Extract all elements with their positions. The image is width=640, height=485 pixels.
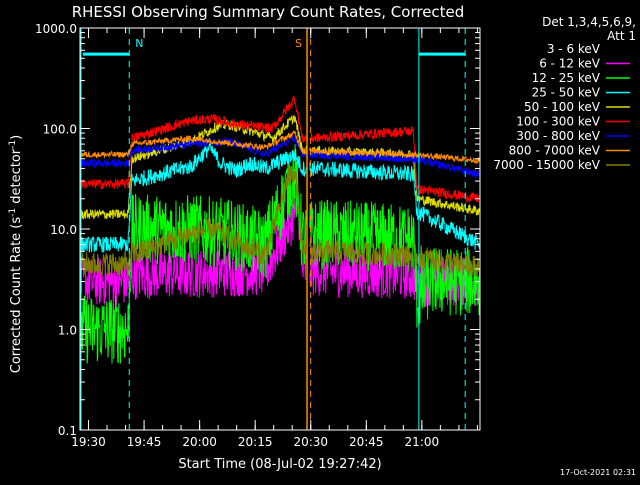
y-tick-label-0: 1000.0: [35, 22, 77, 36]
series-line-0: [80, 179, 480, 357]
y-axis-label-exponent: -1: [8, 208, 18, 217]
y-axis-label-close: ): [9, 135, 24, 140]
plot-inner: [80, 28, 480, 430]
x-axis-label: Start Time (08-Jul-02 19:27:42): [178, 457, 381, 472]
y-tick-label-2: 10.0: [50, 223, 77, 237]
legend-label-2: 12 - 25 keV: [532, 71, 601, 85]
legend-label-7: 800 - 7000 keV: [509, 144, 601, 158]
legend-label-3: 25 - 50 keV: [532, 86, 601, 100]
x-tick-label-3: 20:15: [238, 435, 273, 449]
legend-label-4: 50 - 100 keV: [524, 100, 601, 114]
legend-label-1: 6 - 12 keV: [539, 57, 601, 71]
legend-label-5: 100 - 300 keV: [516, 115, 600, 129]
chart-title: RHESSI Observing Summary Count Rates, Co…: [72, 3, 465, 21]
legend-attenuator: Att 1: [607, 29, 636, 43]
marker-label-night_start: N: [135, 37, 143, 50]
x-tick-label-0: 19:30: [71, 435, 106, 449]
legend-label-0: 3 - 6 keV: [547, 42, 601, 56]
marker-label-saa: S: [295, 37, 302, 50]
x-tick-label-4: 20:30: [293, 435, 328, 449]
x-tick-label-1: 19:45: [127, 435, 162, 449]
x-tick-label-2: 20:00: [182, 435, 217, 449]
y-axis-label: Corrected Count Rate (s-1 detector-1): [8, 135, 24, 373]
axes: 1000.0 100.0 10.0 1.0 0.119:30 19:45 20:00 20:1…: [35, 22, 481, 449]
series-line-3: [80, 140, 480, 253]
timestamp: 17-Oct-2021 02:31: [560, 468, 636, 477]
series-line-7: [80, 130, 480, 164]
series-line-8: [80, 165, 480, 278]
legend-label-8: 7000 - 15000 keV: [493, 158, 600, 172]
x-tick-label-5: 20:45: [349, 435, 384, 449]
y-axis-label-main: Corrected Count Rate (s: [9, 217, 24, 374]
y-axis-label-detector: detector: [9, 148, 24, 208]
x-tick-label-6: 21:00: [405, 435, 440, 449]
y-tick-label-3: 1.0: [58, 324, 77, 338]
legend-label-6: 300 - 800 keV: [516, 129, 600, 143]
y-axis-label-exponent-2: -1: [8, 140, 18, 149]
legend-detectors: Det 1,3,4,5,6,9,: [542, 15, 636, 29]
y-tick-label-1: 100.0: [43, 123, 77, 137]
y-tick-label-4: 0.1: [58, 424, 77, 438]
series-line-5: [80, 95, 480, 204]
